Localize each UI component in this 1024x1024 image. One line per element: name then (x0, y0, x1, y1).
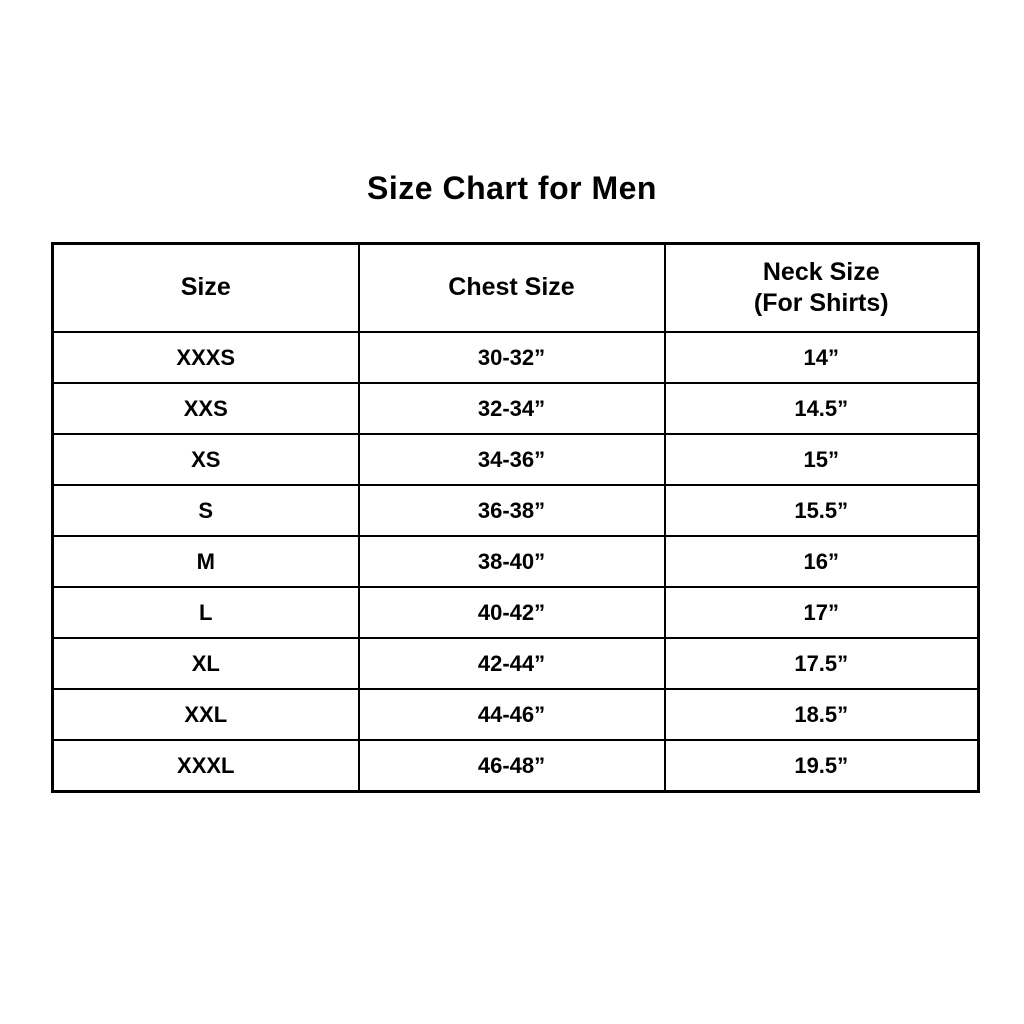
chest-size-cell: 36-38” (357, 484, 666, 537)
size-cell: XXXL (51, 739, 360, 793)
neck-size-cell: 14” (663, 331, 980, 384)
page-title: Size Chart for Men (367, 170, 657, 206)
size-cell: XS (51, 433, 360, 486)
neck-size-cell: 17” (663, 586, 980, 639)
size-cell: M (51, 535, 360, 588)
column-header-size: Size (51, 242, 360, 333)
size-cell: L (51, 586, 360, 639)
size-chart-table: Size Chest Size Neck Size (For Shirts) X… (51, 242, 980, 793)
chest-size-cell: 38-40” (357, 535, 666, 588)
neck-size-cell: 15.5” (663, 484, 980, 537)
size-cell: XXXS (51, 331, 360, 384)
chest-size-cell: 44-46” (357, 688, 666, 741)
neck-size-cell: 16” (663, 535, 980, 588)
neck-size-cell: 14.5” (663, 382, 980, 435)
column-header-size-label: Size (180, 273, 231, 302)
table-row: XXS 32-34” 14.5” (51, 382, 980, 435)
column-header-chest-size-label: Chest Size (448, 273, 575, 302)
chest-size-cell: 40-42” (357, 586, 666, 639)
size-cell: XXS (51, 382, 360, 435)
table-row: XXXL 46-48” 19.5” (51, 739, 980, 793)
size-cell: XXL (51, 688, 360, 741)
size-cell: XL (51, 637, 360, 690)
chest-size-cell: 34-36” (357, 433, 666, 486)
column-header-neck-size: Neck Size (For Shirts) (663, 242, 980, 333)
table-row: L 40-42” 17” (51, 586, 980, 639)
neck-size-cell: 19.5” (663, 739, 980, 793)
table-row: XXL 44-46” 18.5” (51, 688, 980, 741)
column-header-chest-size: Chest Size (357, 242, 666, 333)
table-row: S 36-38” 15.5” (51, 484, 980, 537)
chest-size-cell: 46-48” (357, 739, 666, 793)
header-row: Size Chest Size Neck Size (For Shirts) (51, 242, 980, 333)
chest-size-cell: 42-44” (357, 637, 666, 690)
table-row: XXXS 30-32” 14” (51, 331, 980, 384)
table-row: XL 42-44” 17.5” (51, 637, 980, 690)
size-cell: S (51, 484, 360, 537)
neck-size-cell: 15” (663, 433, 980, 486)
neck-size-cell: 17.5” (663, 637, 980, 690)
neck-size-cell: 18.5” (663, 688, 980, 741)
table-row: XS 34-36” 15” (51, 433, 980, 486)
column-header-neck-size-label: Neck Size (762, 257, 880, 286)
chest-size-cell: 32-34” (357, 382, 666, 435)
chest-size-cell: 30-32” (357, 331, 666, 384)
table-row: M 38-40” 16” (51, 535, 980, 588)
column-header-neck-size-sublabel: (For Shirts) (753, 289, 889, 317)
